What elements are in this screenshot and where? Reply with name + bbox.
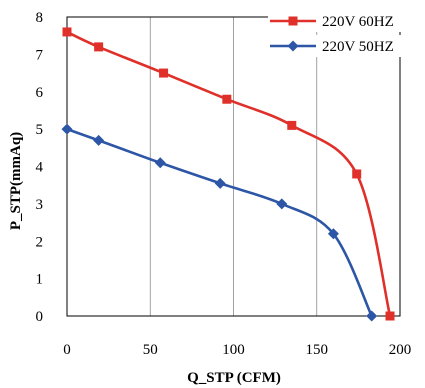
y-tick-label: 0 (36, 309, 44, 325)
data-point-1-3 (214, 177, 226, 189)
x-axis-title: Q_STP (CFM) (187, 370, 281, 386)
legend-bg (268, 10, 416, 32)
y-tick-label: 1 (36, 272, 44, 288)
data-point-1-6 (366, 310, 378, 322)
data-point-1-5 (327, 228, 339, 240)
y-tick-label: 2 (36, 234, 44, 250)
series-lines (66, 30, 392, 317)
x-tick-label: 0 (63, 342, 71, 358)
x-tick-labels: 0 50 100 150 200 (63, 342, 411, 358)
data-point-0-5 (352, 169, 362, 179)
legend: 220V 60HZ 220V 50HZ (268, 10, 416, 57)
data-point-0-6 (385, 311, 395, 321)
y-tick-label: 8 (36, 10, 44, 26)
data-point-0-1 (94, 42, 104, 52)
y-axis-title: P_STP(mmAq) (8, 132, 24, 230)
legend-marker-1 (287, 40, 299, 52)
data-point-0-2 (159, 68, 169, 78)
data-point-0-0 (62, 27, 72, 37)
data-point-0-3 (222, 94, 232, 104)
x-tick-label: 100 (222, 342, 245, 358)
series-line-1 (66, 127, 373, 317)
data-point-1-1 (93, 134, 105, 146)
data-point-1-0 (61, 123, 73, 135)
y-tick-label: 4 (36, 160, 44, 176)
data-point-0-4 (287, 120, 297, 130)
plot-area (66, 16, 401, 317)
legend-bg (268, 35, 416, 57)
y-tick-labels: 0 1 2 3 4 5 6 7 8 (36, 10, 44, 325)
x-tick-label: 150 (306, 342, 329, 358)
y-tick-label: 5 (36, 122, 44, 138)
y-tick-label: 7 (36, 47, 44, 63)
x-tick-label: 200 (389, 342, 412, 358)
legend-marker-0 (288, 16, 298, 26)
legend-label-1: 220V 50HZ (322, 39, 394, 55)
legend-label-0: 220V 60HZ (322, 14, 394, 30)
y-tick-label: 6 (36, 85, 44, 101)
x-tick-label: 50 (143, 342, 158, 358)
data-point-1-4 (276, 198, 288, 210)
series-markers (61, 27, 395, 322)
y-tick-label: 3 (36, 197, 44, 213)
gridlines (149, 17, 318, 316)
data-point-1-2 (154, 157, 166, 169)
series-line-0 (66, 30, 392, 317)
